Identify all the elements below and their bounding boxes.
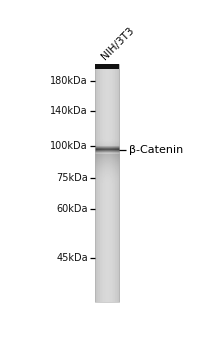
Text: NIH/3T3: NIH/3T3 [100, 25, 136, 61]
Text: 45kDa: 45kDa [56, 253, 88, 262]
Text: β-Catenin: β-Catenin [129, 145, 183, 155]
Text: 140kDa: 140kDa [50, 106, 88, 116]
Text: 100kDa: 100kDa [50, 141, 88, 151]
Bar [94, 65, 120, 302]
Text: 60kDa: 60kDa [57, 204, 88, 214]
Bar [94, 64, 120, 69]
Text: 75kDa: 75kDa [56, 173, 88, 183]
Text: 180kDa: 180kDa [50, 76, 88, 86]
